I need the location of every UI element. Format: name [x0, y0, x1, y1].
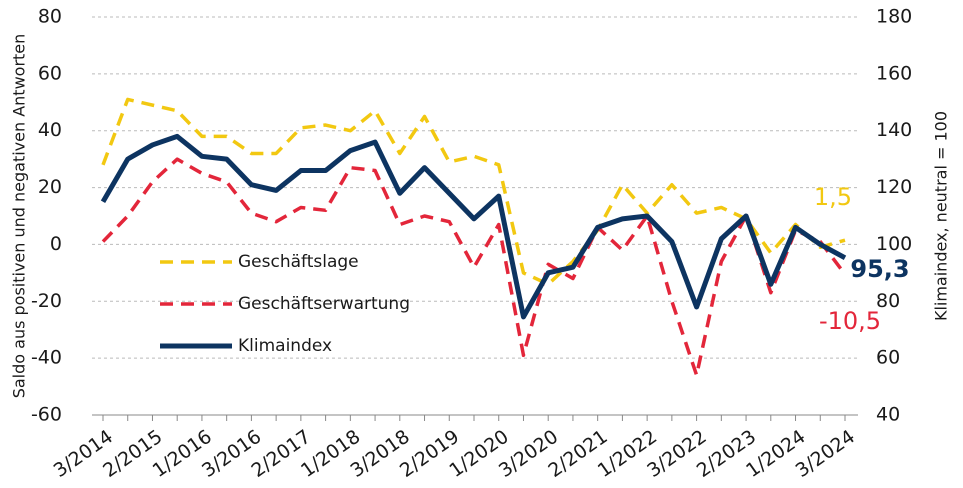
y2-tick-label: 40 [876, 404, 900, 426]
value-label: 1,5 [814, 183, 852, 211]
y2-axis-title: Klimaindex, neutral = 100 [932, 111, 951, 321]
y2-tick-label: 60 [876, 347, 900, 369]
y-tick-label: -40 [31, 347, 62, 369]
y-tick-label: -20 [31, 290, 62, 312]
series-line [101, 97, 846, 286]
y-tick-label: -60 [31, 404, 62, 426]
y2-tick-label: 80 [876, 290, 900, 312]
y2-tick-label: 120 [876, 176, 912, 198]
y2-tick-label: 160 [876, 62, 912, 84]
value-label: 95,3 [850, 255, 909, 283]
y-tick-label: 40 [38, 119, 62, 141]
y2-tick-label: 180 [876, 6, 912, 28]
value-label: -10,5 [819, 307, 881, 335]
y2-tick-label: 100 [876, 233, 912, 255]
y-tick-label: 20 [38, 176, 62, 198]
legend-label: Klimaindex [238, 336, 332, 356]
series-line [101, 157, 847, 377]
y-tick-label: 0 [50, 233, 62, 255]
y2-tick-label: 140 [876, 119, 912, 141]
y-tick-label: 80 [38, 6, 62, 28]
legend-label: Geschäftslage [238, 252, 359, 272]
y-tick-label: 60 [38, 62, 62, 84]
legend-label: Geschäftserwartung [238, 294, 410, 314]
y-axis-title: Saldo aus positiven und negativen Antwor… [10, 34, 29, 399]
series-line [100, 133, 847, 320]
